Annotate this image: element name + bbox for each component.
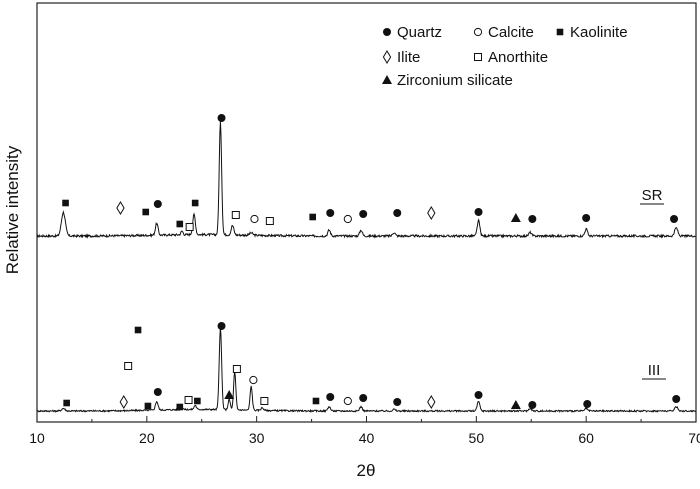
legend-symbol-zirconium-silicate xyxy=(382,75,392,84)
legend-symbol-kaolinite xyxy=(556,28,564,36)
trace-line-sr xyxy=(36,121,697,239)
x-tick-label-40: 40 xyxy=(359,430,375,446)
x-tick-label-70: 70 xyxy=(688,430,700,446)
legend-item-zirconium-silicate: Zirconium silicate xyxy=(382,72,513,89)
peak-marker-iii-open-square xyxy=(260,397,269,405)
legend-label-anorthite: Anorthite xyxy=(488,49,548,66)
legend-label-calcite: Calcite xyxy=(488,24,534,41)
peak-marker-iii-open-circle xyxy=(343,396,352,406)
peak-marker-iii-filled-circle xyxy=(359,394,368,402)
peak-marker-iii-filled-square xyxy=(176,403,184,411)
series-label-iii: III xyxy=(648,362,661,379)
peak-marker-sr-filled-circle xyxy=(217,114,226,122)
peak-marker-sr-open-square xyxy=(265,217,274,225)
peak-marker-sr-filled-square xyxy=(62,199,69,207)
trace-iii: III xyxy=(36,322,697,413)
peak-marker-iii-filled-circle xyxy=(528,401,537,409)
peak-marker-iii-filled-square xyxy=(312,397,320,405)
peak-marker-iii-filled-circle xyxy=(672,395,681,403)
peak-marker-iii-filled-triangle xyxy=(224,390,235,399)
peak-marker-iii-filled-square xyxy=(63,399,70,407)
peak-marker-sr-open-square xyxy=(185,223,194,231)
peak-marker-sr-filled-square xyxy=(191,199,199,207)
peak-marker-sr-filled-triangle xyxy=(510,213,521,222)
peak-marker-sr-filled-circle xyxy=(153,200,162,208)
peak-marker-iii-filled-circle xyxy=(153,388,162,396)
peak-marker-iii-open-diamond xyxy=(427,395,436,409)
legend-item-calcite: Calcite xyxy=(473,24,534,41)
peak-marker-sr-filled-circle xyxy=(474,208,483,216)
peak-marker-sr-open-circle xyxy=(343,214,352,224)
legend-item-quartz: Quartz xyxy=(383,24,442,41)
peak-marker-sr-filled-circle xyxy=(326,209,335,217)
peak-marker-iii-open-diamond xyxy=(119,395,128,409)
y-axis-title: Relative intensity xyxy=(3,145,22,274)
peak-marker-iii-filled-circle xyxy=(474,391,483,399)
legend-label-ilite: Ilite xyxy=(397,49,420,66)
legend-item-anorthite: Anorthite xyxy=(474,49,548,66)
trace-sr: SR xyxy=(36,114,697,239)
peak-marker-iii-filled-circle xyxy=(326,393,335,401)
x-axis-title: 2θ xyxy=(357,461,376,480)
peak-marker-iii-filled-circle xyxy=(393,398,402,406)
peak-marker-sr-open-circle xyxy=(250,214,259,224)
peak-marker-iii-filled-circle xyxy=(217,322,226,330)
x-tick-label-60: 60 xyxy=(578,430,594,446)
peak-marker-sr-filled-circle xyxy=(582,214,591,222)
peak-marker-iii-filled-triangle xyxy=(510,400,521,409)
peak-marker-sr-open-square xyxy=(231,211,240,219)
peak-marker-iii-open-square xyxy=(124,362,133,370)
peak-marker-sr-filled-square xyxy=(142,208,150,216)
legend-label-quartz: Quartz xyxy=(397,24,442,41)
legend-item-kaolinite: Kaolinite xyxy=(556,24,628,41)
legend: Quartz Calcite Kaolinite Ilite Anorthite Zirc… xyxy=(382,24,628,89)
legend-label-kaolinite: Kaolinite xyxy=(570,24,628,41)
peak-marker-iii-filled-square xyxy=(144,402,152,410)
peak-marker-iii-filled-square xyxy=(194,397,201,405)
legend-item-ilite: Ilite xyxy=(382,49,420,66)
legend-symbol-quartz xyxy=(383,28,391,36)
peak-marker-sr-filled-square xyxy=(176,220,184,228)
legend-symbol-calcite xyxy=(473,27,483,37)
legend-symbol-ilite xyxy=(382,50,392,64)
peak-marker-iii-open-square xyxy=(232,365,241,373)
x-axis-ticks: 10 20 30 40 50 60 70 xyxy=(29,416,700,446)
diffraction-traces: SR III xyxy=(36,114,697,413)
peak-marker-sr-filled-circle xyxy=(359,210,368,218)
peak-marker-sr-filled-circle xyxy=(393,209,402,217)
peak-marker-sr-open-diamond xyxy=(116,201,125,215)
peak-marker-iii-filled-circle xyxy=(583,400,592,408)
x-tick-label-20: 20 xyxy=(139,430,155,446)
legend-symbol-anorthite xyxy=(474,53,482,61)
x-tick-label-30: 30 xyxy=(249,430,265,446)
x-tick-label-50: 50 xyxy=(469,430,485,446)
peak-marker-iii-open-circle xyxy=(249,375,258,385)
peak-marker-iii-open-square xyxy=(184,396,193,404)
series-label-sr: SR xyxy=(642,187,663,204)
peak-marker-iii-filled-square xyxy=(134,326,142,334)
peak-marker-sr-filled-circle xyxy=(528,215,537,223)
peak-marker-sr-filled-circle xyxy=(670,215,679,223)
peak-marker-sr-open-diamond xyxy=(427,206,436,220)
peak-marker-sr-filled-square xyxy=(309,213,316,221)
x-tick-label-10: 10 xyxy=(29,430,45,446)
legend-label-zirconium-silicate: Zirconium silicate xyxy=(397,72,513,89)
trace-line-iii xyxy=(36,327,697,413)
